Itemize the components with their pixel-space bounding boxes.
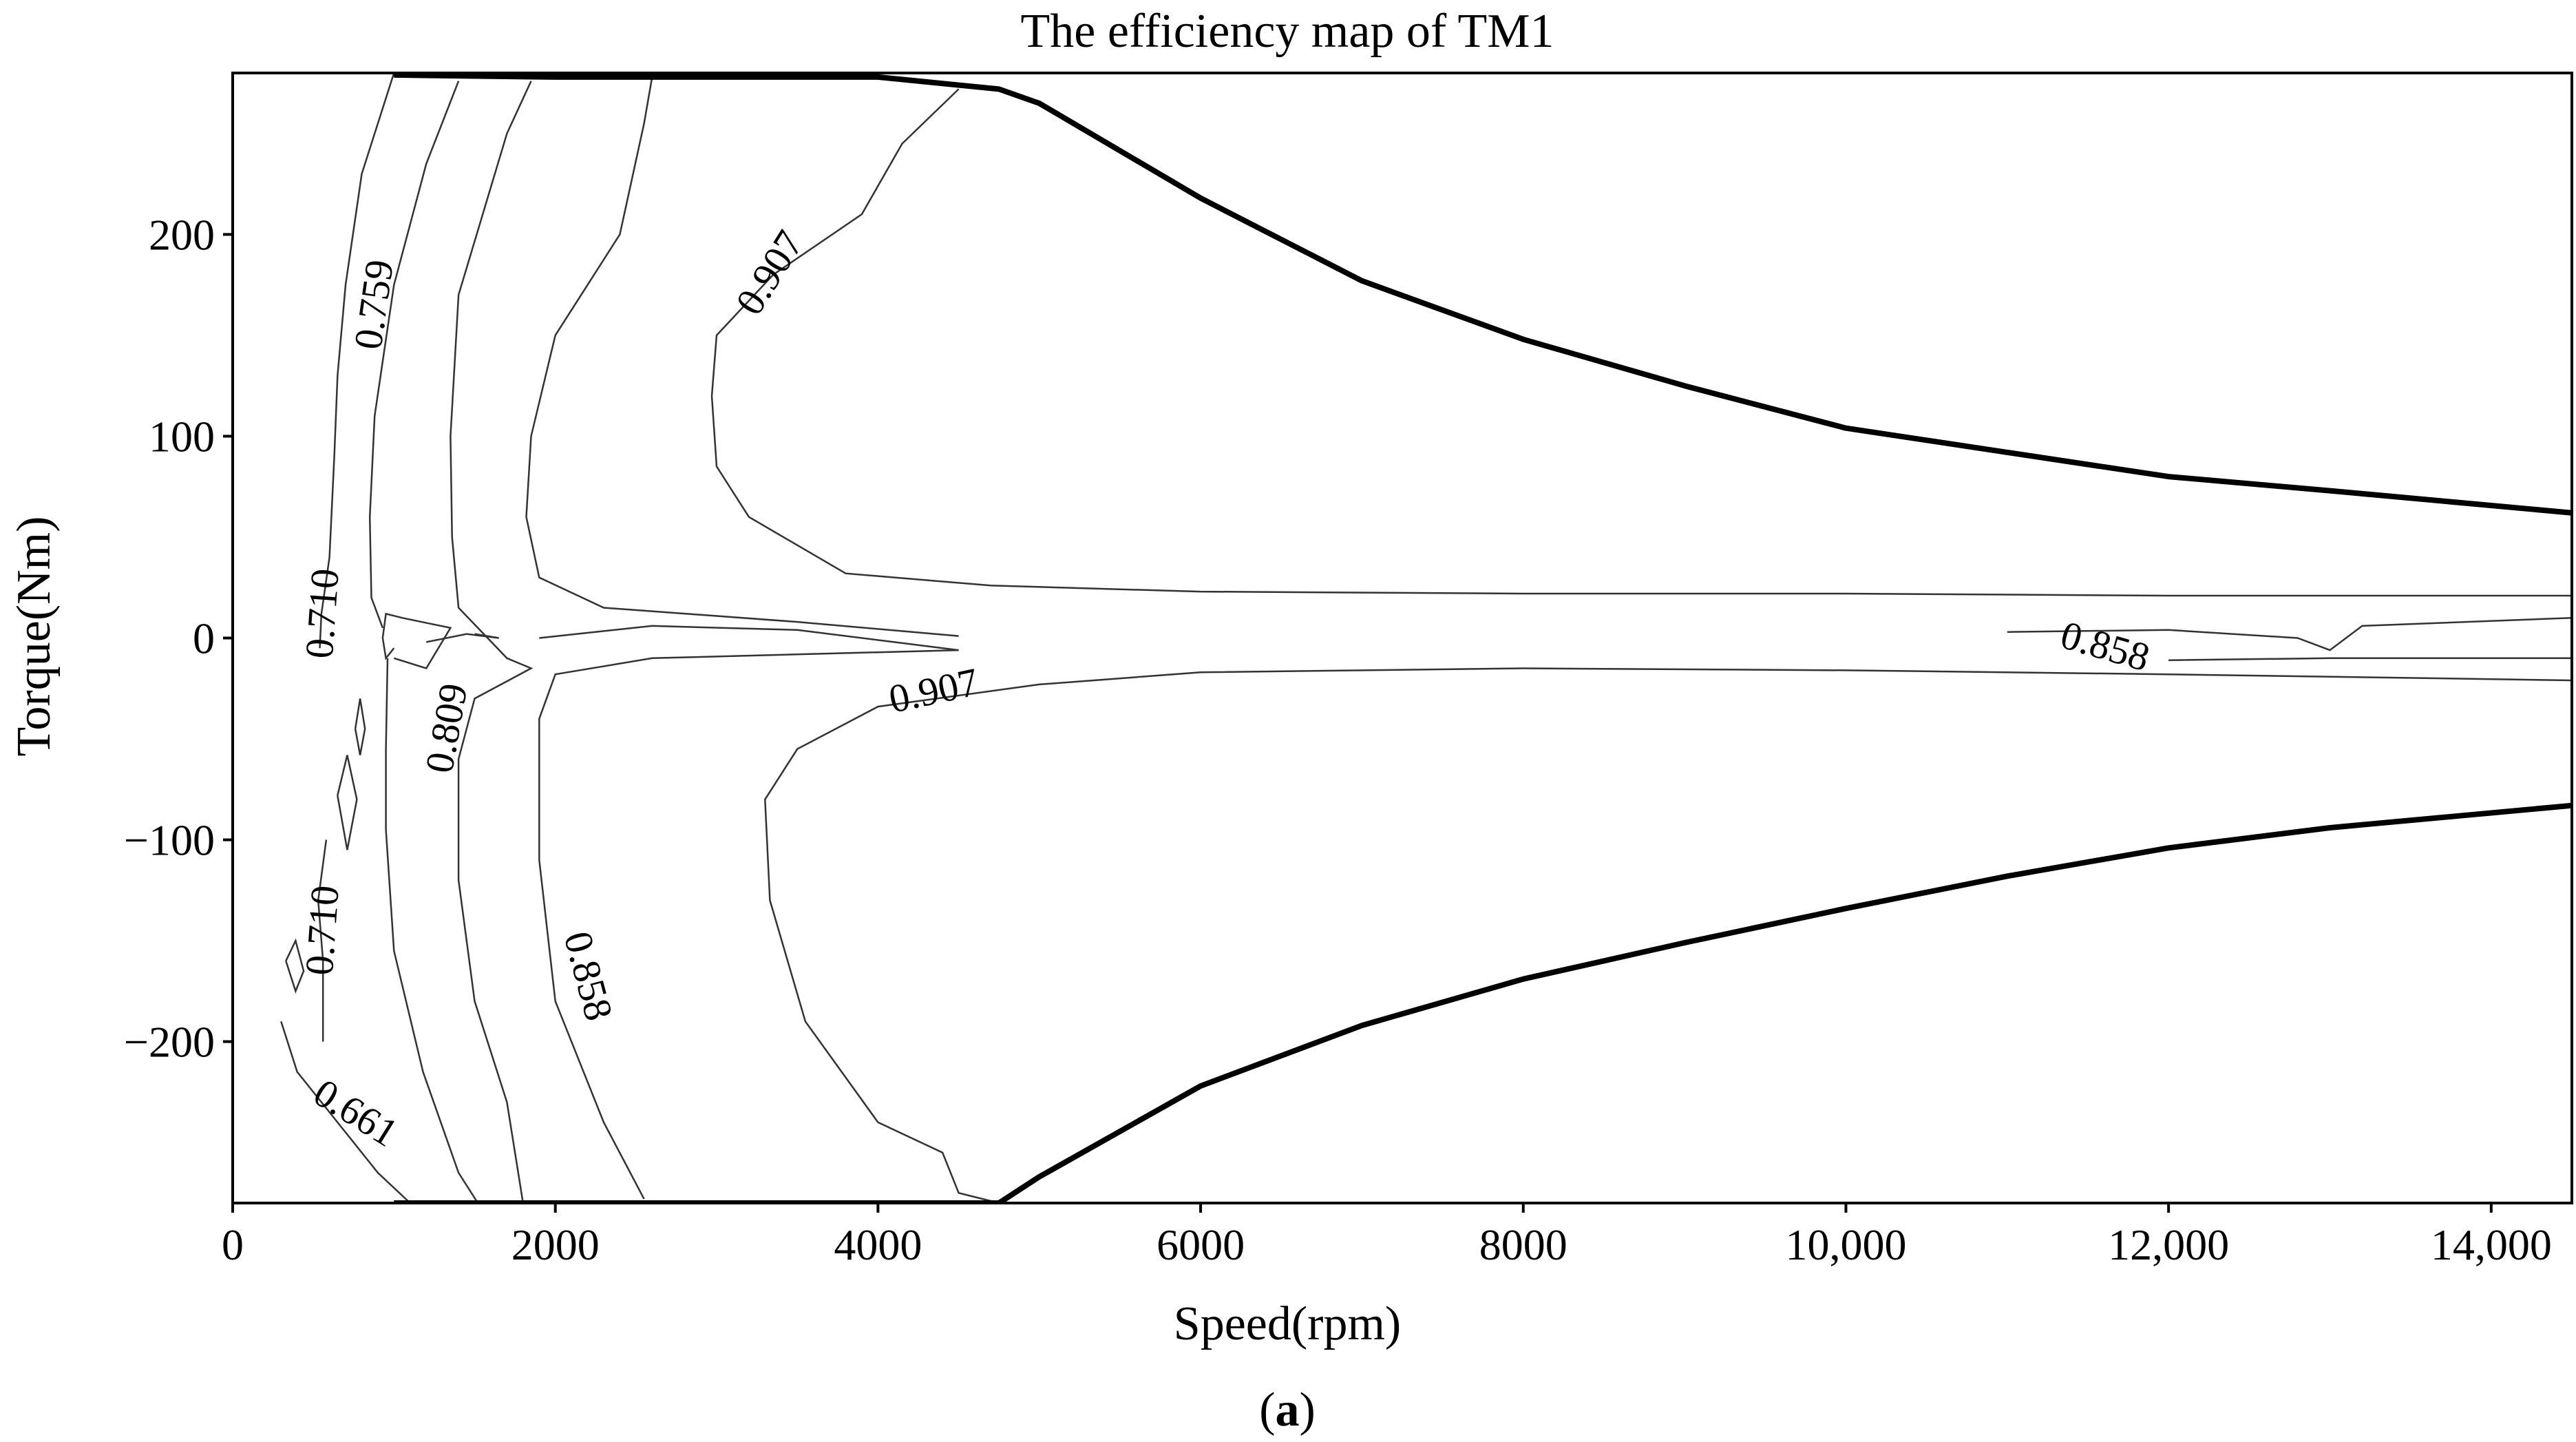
contour-line-0-907 (764, 667, 2572, 1203)
x-tick-label: 12,000 (2108, 1220, 2229, 1269)
contour-label: 0.907 (727, 222, 812, 322)
y-tick-label: 100 (149, 412, 215, 461)
contour-line-0-710 (317, 839, 328, 1042)
caption-open: ( (1259, 1383, 1275, 1436)
y-tick-label: −100 (124, 816, 215, 865)
contour-line-0-661 (337, 755, 358, 850)
contour-label: 0.759 (346, 257, 403, 352)
contour-label: 0.710 (297, 567, 348, 660)
contour-label: 0.710 (297, 884, 348, 977)
chart-title: The efficiency map of TM1 (1021, 5, 1554, 58)
y-tick-label: 200 (149, 210, 215, 259)
contour-line-0-710 (381, 612, 452, 669)
contour-line-0-710 (319, 73, 395, 649)
max-torque-envelope-upper (394, 73, 2572, 516)
caption-close: ) (1300, 1383, 1316, 1436)
contour-line-0-858 (2007, 616, 2572, 651)
x-tick-label: 10,000 (1785, 1220, 1906, 1269)
contour-label: 0.858 (2056, 612, 2154, 680)
contour-layer (280, 73, 2572, 1203)
contour-line-0-759 (425, 633, 499, 643)
contour-line-0-907 (538, 625, 959, 1200)
contour-label: 0.661 (306, 1070, 405, 1156)
caption-letter: a (1276, 1383, 1300, 1436)
contour-label: 0.858 (556, 927, 622, 1025)
contour-label: 0.809 (416, 680, 476, 776)
x-tick-label: 6000 (1157, 1220, 1245, 1269)
y-axis: 200 100 0 −100 −200 (124, 210, 233, 1067)
contour-line-0-661 (280, 1021, 411, 1203)
y-tick-label: 0 (193, 614, 215, 663)
plot-frame (231, 72, 2573, 1204)
x-tick-label: 4000 (834, 1220, 922, 1269)
contour-line-0-661 (285, 938, 305, 994)
contour-label: 0.907 (885, 659, 982, 722)
contour-line-0-809 (450, 81, 534, 1203)
operating-envelope-layer (394, 73, 2572, 1203)
max-torque-envelope-lower (394, 802, 2572, 1203)
x-tick-label: 2000 (511, 1220, 600, 1269)
contour-line-0-858 (525, 76, 959, 637)
x-tick-label: 8000 (1479, 1220, 1567, 1269)
contour-line-0-759 (385, 658, 479, 1203)
y-tick-label: −200 (124, 1018, 215, 1067)
figure-caption: (a) (1259, 1383, 1316, 1436)
x-axis: 0 2000 4000 6000 8000 10,000 12,000 14,000 (222, 1203, 2552, 1269)
contour-line-0-907 (710, 88, 2572, 597)
contour-line-0-858 (2168, 657, 2572, 661)
contour-line-0-661 (354, 698, 366, 755)
x-tick-label: 0 (222, 1220, 244, 1269)
x-tick-label: 14,000 (2431, 1220, 2552, 1269)
y-axis-label: Torque(Nm) (8, 516, 61, 757)
contour-label-layer: 0.907 0.759 0.710 0.809 0.907 0.858 0.858 0.710… (297, 222, 2155, 1156)
x-axis-label: Speed(rpm) (1174, 1297, 1401, 1350)
contour-line-0-759 (368, 81, 460, 629)
